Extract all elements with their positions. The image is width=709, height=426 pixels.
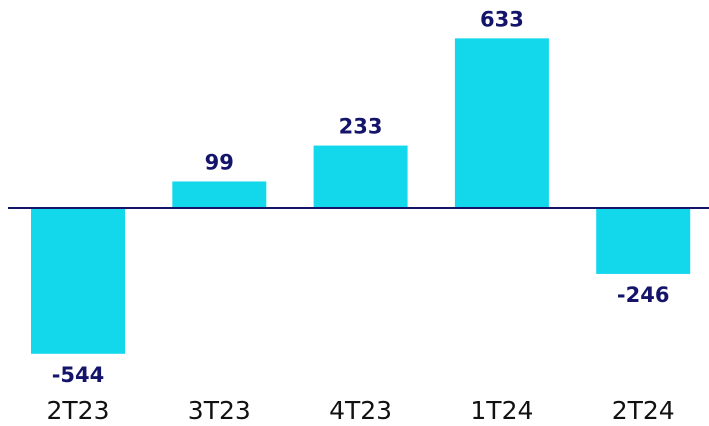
value-label: -246 — [617, 283, 670, 307]
bar — [31, 208, 125, 354]
bar — [454, 38, 549, 208]
value-label: 233 — [339, 115, 383, 139]
value-label: 633 — [480, 7, 524, 31]
x-tick-label: 4T23 — [329, 396, 392, 425]
bar — [313, 145, 408, 208]
value-label: 99 — [205, 150, 234, 174]
x-tick-label: 3T23 — [188, 396, 251, 425]
value-label: -544 — [52, 363, 105, 387]
bar — [596, 208, 691, 274]
bar — [172, 181, 267, 208]
x-tick-label: 2T24 — [612, 396, 675, 425]
x-tick-label: 1T24 — [470, 396, 533, 425]
x-tick-label: 2T23 — [47, 396, 110, 425]
